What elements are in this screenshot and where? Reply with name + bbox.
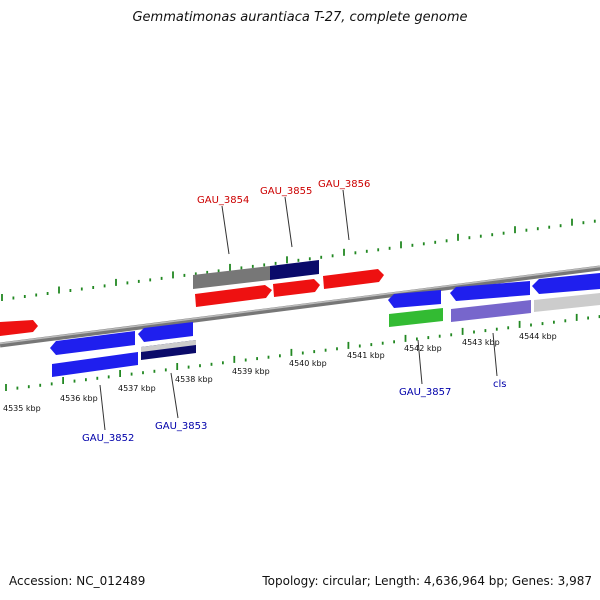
gene-gau3852[interactable] bbox=[52, 352, 138, 377]
gene-reverse-3[interactable] bbox=[532, 273, 600, 294]
gene-gau3854[interactable] bbox=[195, 285, 272, 307]
tick-label-4538: 4538 kbp bbox=[175, 375, 213, 384]
tick-label-4536: 4536 kbp bbox=[60, 394, 98, 403]
tick-label-4544: 4544 kbp bbox=[519, 332, 557, 341]
label-gau3857: GAU_3857 bbox=[399, 387, 451, 398]
label-gau3856: GAU_3856 bbox=[318, 179, 370, 190]
map-title: Gemmatimonas aurantiaca T-27, complete g… bbox=[132, 10, 468, 25]
gene-rna[interactable] bbox=[389, 308, 443, 327]
tick-label-4539: 4539 kbp bbox=[232, 367, 270, 376]
tick-label-4537: 4537 kbp bbox=[118, 384, 156, 393]
tick-label-4535: 4535 kbp bbox=[3, 404, 41, 413]
tick-label-4543: 4543 kbp bbox=[462, 338, 500, 347]
upper-ruler-track bbox=[1, 218, 596, 301]
pseudo-gene-navy bbox=[270, 260, 319, 280]
label-gau3852: GAU_3852 bbox=[82, 433, 134, 444]
accession-label: Accession: NC_012489 bbox=[9, 574, 146, 588]
pseudo-gene-gray bbox=[193, 266, 270, 289]
gene-purple[interactable] bbox=[451, 300, 531, 322]
label-leaders bbox=[99, 189, 498, 431]
label-gau3855: GAU_3855 bbox=[260, 186, 312, 197]
gene-gau3857[interactable] bbox=[388, 290, 441, 308]
genome-backbone-highlight bbox=[0, 265, 600, 345]
gene-reverse-1[interactable] bbox=[50, 331, 135, 355]
gene-forward-1[interactable] bbox=[0, 320, 38, 336]
gene-reverse-2[interactable] bbox=[138, 322, 193, 342]
gene-cls[interactable] bbox=[450, 281, 530, 301]
tick-label-4540: 4540 kbp bbox=[289, 359, 327, 368]
label-gau3853: GAU_3853 bbox=[155, 421, 207, 432]
gene-gau3856[interactable] bbox=[323, 269, 384, 289]
tick-label-4542: 4542 kbp bbox=[404, 344, 442, 353]
label-gau3854: GAU_3854 bbox=[197, 195, 249, 206]
genome-backbone bbox=[0, 265, 600, 348]
gene-gau3855[interactable] bbox=[273, 279, 320, 297]
lower-ruler-track bbox=[5, 313, 600, 391]
gene-gau3853-light bbox=[141, 340, 196, 352]
gene-light-gray[interactable] bbox=[534, 293, 600, 312]
topology-label: Topology: circular; Length: 4,636,964 bp… bbox=[262, 574, 592, 588]
label-cls: cls bbox=[493, 379, 507, 390]
tick-label-4541: 4541 kbp bbox=[347, 351, 385, 360]
